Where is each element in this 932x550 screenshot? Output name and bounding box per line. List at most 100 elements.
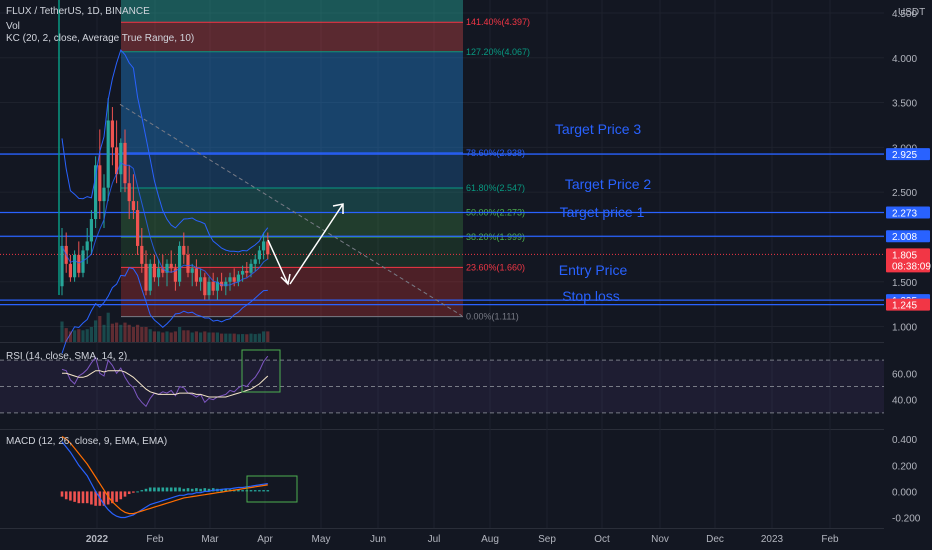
macd-histogram-bar <box>174 487 177 492</box>
fib-level-label: 78.60%(2.938) <box>466 148 525 158</box>
macd-axis-label: 0.400 <box>892 435 917 446</box>
macd-histogram-bar <box>148 487 152 492</box>
fib-level-label: 61.80%(2.547) <box>466 183 525 193</box>
price-tag <box>886 248 930 273</box>
time-axis-label: Aug <box>481 534 499 545</box>
candle-body <box>73 254 77 278</box>
macd-axis-label: 0.200 <box>892 461 917 472</box>
volume-bar <box>140 327 144 342</box>
price-annotation: Target Price 3 <box>555 121 642 137</box>
macd-histogram-bar <box>111 491 114 504</box>
volume-bar <box>178 327 182 342</box>
macd-histogram-bar <box>178 487 181 492</box>
volume-bar <box>152 331 156 342</box>
keltner-basis <box>61 161 269 286</box>
candle-body <box>148 263 152 291</box>
macd-histogram-bar <box>102 491 106 506</box>
volume-bar <box>131 327 135 342</box>
volume-bar <box>98 316 102 342</box>
candle-body <box>60 245 64 287</box>
candle-body <box>194 268 198 282</box>
macd-histogram-bar <box>157 487 160 492</box>
candle-body <box>266 241 270 255</box>
candle-body <box>157 268 161 278</box>
volume-bar <box>203 331 207 342</box>
keltner-lower-band <box>61 267 268 354</box>
volume-bar <box>241 334 245 342</box>
candle-body <box>236 274 240 282</box>
macd-histogram-bar <box>153 487 156 492</box>
candle-body <box>144 263 148 291</box>
volume-bar <box>119 324 123 342</box>
candle-body <box>257 250 261 260</box>
macd-histogram-bar <box>94 491 97 506</box>
rsi-axis-label: 40.00 <box>892 396 917 407</box>
macd-histogram-bar <box>69 491 72 501</box>
candle-body <box>262 241 266 251</box>
fib-zone <box>121 267 463 317</box>
time-axis-label: Jun <box>370 534 386 545</box>
price-axis-label: 3.500 <box>892 99 917 110</box>
macd-histogram-bar <box>90 491 93 505</box>
macd-histogram-bar <box>258 490 261 492</box>
fib-zone <box>121 237 463 268</box>
countdown-label: 08:38:09 <box>892 261 931 272</box>
macd-histogram-bar <box>64 491 68 500</box>
volume-bar <box>257 333 261 342</box>
macd-histogram-bar <box>106 491 110 505</box>
volume-bar <box>110 323 114 342</box>
candle-body <box>98 165 102 202</box>
fib-zone <box>121 51 463 153</box>
volume-bar <box>81 330 85 342</box>
macd-histogram-bar <box>77 491 81 504</box>
volume-bar <box>236 334 240 342</box>
macd-histogram-bar <box>81 491 85 504</box>
macd-histogram-bar <box>241 490 244 492</box>
candle-body <box>136 210 140 246</box>
volume-bar <box>161 332 165 342</box>
candle-body <box>199 277 203 282</box>
macd-signal-line <box>61 435 268 515</box>
volume-bar <box>144 327 148 342</box>
time-axis-label: Oct <box>594 534 610 545</box>
symbol-title[interactable]: FLUX / TetherUS, 1D, BINANCE <box>6 6 150 17</box>
time-axis-label: Jul <box>428 534 441 545</box>
volume-bar <box>228 333 232 342</box>
candle-body <box>224 281 228 287</box>
rsi-signal-line <box>62 370 269 398</box>
candle-body <box>127 183 131 202</box>
price-axis-label: 1.000 <box>892 323 917 334</box>
macd-indicator-label[interactable]: MACD (12, 26, close, 9, EMA, EMA) <box>6 436 168 447</box>
candle-body <box>215 281 219 291</box>
macd-histogram-bar <box>73 491 76 502</box>
volume-bar <box>123 322 127 342</box>
candle-body <box>253 259 257 264</box>
volume-indicator-label[interactable]: Vol <box>6 21 20 32</box>
macd-histogram-bar <box>127 491 131 495</box>
price-axis-bg <box>884 0 932 550</box>
macd-histogram-bar <box>161 487 165 492</box>
candle-body <box>165 263 169 273</box>
rsi-indicator-label[interactable]: RSI (14, close, SMA, 14, 2) <box>6 351 128 362</box>
fib-zone <box>121 212 463 238</box>
fib-level-label: 0.00%(1.111) <box>466 312 519 322</box>
candle-body <box>232 277 236 282</box>
keltner-indicator-label[interactable]: KC (20, 2, close, Average True Range, 10… <box>6 33 195 44</box>
volume-bar <box>190 332 194 342</box>
price-tag-label: 2.273 <box>892 208 917 219</box>
candle-body <box>140 245 144 264</box>
price-tag-label: 2.925 <box>892 150 917 161</box>
macd-histogram-bar <box>119 491 123 500</box>
volume-bar <box>207 332 211 342</box>
time-axis-label: 2022 <box>86 534 109 545</box>
macd-axis-label: -0.200 <box>892 514 921 525</box>
volume-bar <box>253 334 257 342</box>
price-annotation: Stop loss <box>562 288 620 304</box>
fib-zone <box>121 0 463 23</box>
macd-highlight-box <box>246 475 298 503</box>
macd-histogram-bar <box>262 490 265 492</box>
macd-histogram-bar <box>140 490 144 492</box>
volume-bar <box>194 331 198 342</box>
fib-level-label: 141.40%(4.397) <box>466 17 530 27</box>
